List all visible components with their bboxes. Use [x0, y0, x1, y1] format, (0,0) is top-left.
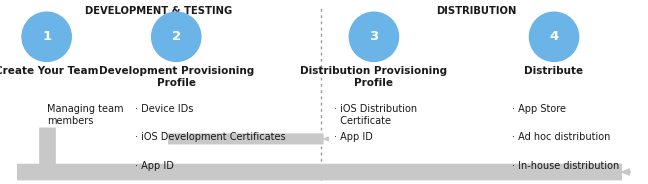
Text: Development Provisioning
Profile: Development Provisioning Profile — [98, 66, 254, 88]
Text: · App ID: · App ID — [334, 132, 373, 142]
Text: · App Store: · App Store — [512, 104, 566, 114]
Text: Distribution Provisioning
Profile: Distribution Provisioning Profile — [300, 66, 448, 88]
Text: Managing team
members: Managing team members — [47, 104, 123, 125]
Text: · iOS Development Certificates: · iOS Development Certificates — [135, 132, 285, 142]
Text: 1: 1 — [42, 30, 51, 43]
Text: Create Your Team: Create Your Team — [0, 66, 98, 76]
Text: · App ID: · App ID — [135, 161, 174, 171]
Ellipse shape — [152, 12, 201, 61]
Text: 3: 3 — [369, 30, 378, 43]
Text: DISTRIBUTION: DISTRIBUTION — [436, 6, 516, 15]
Text: · Ad hoc distribution: · Ad hoc distribution — [512, 132, 610, 142]
Text: · In-house distribution: · In-house distribution — [512, 161, 619, 171]
Text: 4: 4 — [550, 30, 559, 43]
Ellipse shape — [529, 12, 579, 61]
Ellipse shape — [349, 12, 399, 61]
Text: DEVELOPMENT & TESTING: DEVELOPMENT & TESTING — [85, 6, 233, 15]
Ellipse shape — [22, 12, 71, 61]
Text: 2: 2 — [172, 30, 181, 43]
Text: · Device IDs: · Device IDs — [135, 104, 193, 114]
Text: · iOS Distribution
  Certificate: · iOS Distribution Certificate — [334, 104, 417, 125]
Text: Distribute: Distribute — [524, 66, 584, 76]
